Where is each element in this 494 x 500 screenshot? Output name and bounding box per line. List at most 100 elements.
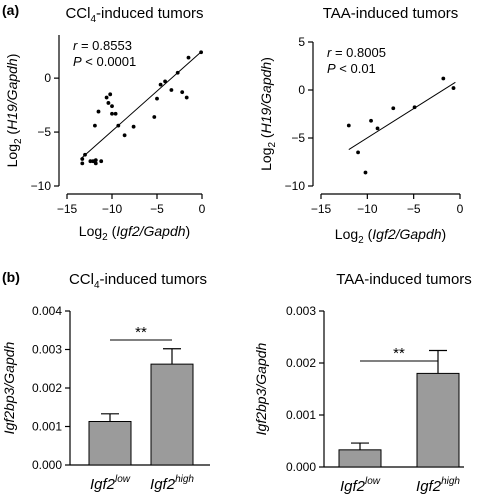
y-tick-label: 0 [44, 71, 51, 85]
x-tick-label: 0 [199, 202, 206, 216]
r-stat-label: r [327, 45, 332, 60]
data-point [93, 123, 97, 128]
data-point [158, 82, 163, 87]
bar [150, 363, 194, 466]
y-axis-label-open: ( [258, 133, 274, 142]
category-label-sup: low [365, 476, 381, 487]
chart-title-sub: 4 [94, 280, 100, 291]
scatter-taa-chart: TAA-induced tumors −15 −10 −5 0 −10 −5 0 5 r = 0.… [258, 5, 464, 246]
y-axis-label-italic: H19/Gapdh [258, 62, 274, 134]
data-point [104, 95, 109, 100]
data-point [155, 96, 159, 101]
data-point [113, 111, 118, 116]
category-label-sup: high [441, 476, 460, 487]
panel-label-a: (a) [2, 2, 19, 18]
chart-title-main: TAA-induced tumors [336, 271, 472, 288]
data-point [175, 70, 180, 75]
data-point [412, 105, 417, 110]
bar [338, 449, 382, 468]
y-axis-label: Log2 (H19/Gapdh) [4, 54, 24, 168]
y-tick-label: 0.000 [32, 458, 62, 472]
y-tick-label: 0.001 [32, 420, 62, 434]
p-stat: P < 0.0001 [73, 54, 136, 69]
y-tick-label: −10 [31, 179, 52, 193]
y-tick-label: 0 [298, 83, 305, 97]
y-axis-label-sub: 2 [267, 142, 278, 148]
category-label-base: Igf2 [416, 478, 442, 495]
data-point [96, 109, 101, 114]
y-tick-label: 0.002 [32, 381, 62, 395]
panel-label-b: (b) [2, 269, 20, 285]
y-tick-label: 0.003 [286, 304, 316, 318]
chart-title: TAA-induced tumors [323, 5, 459, 22]
data-point [99, 159, 104, 164]
x-tick-label: 0 [457, 202, 464, 216]
y-tick-label: −5 [37, 125, 51, 139]
x-axis-label-close: ) [442, 226, 447, 242]
y-axis-label-close: ) [4, 54, 20, 59]
bar [416, 372, 460, 468]
data-point [184, 95, 189, 100]
data-point [169, 88, 174, 92]
y-axis-label-pre: Log [4, 144, 20, 167]
chart-title-main: CCl [65, 5, 90, 22]
r-stat-value: = 0.8553 [77, 38, 132, 53]
x-axis-label-pre: Log [79, 223, 102, 239]
category-label-base: Igf2 [90, 476, 116, 493]
regression-line [80, 50, 203, 160]
data-point [116, 123, 121, 128]
chart-title-main: TAA-induced tumors [323, 5, 459, 22]
data-point [163, 79, 168, 84]
data-point [110, 104, 114, 109]
x-axis-label-open: ( [108, 223, 117, 239]
data-point [369, 118, 373, 123]
p-stat-label: P [73, 54, 82, 69]
y-axis-label-pre: Log [258, 148, 274, 171]
data-point [83, 152, 87, 157]
category-label-sup: high [175, 474, 194, 485]
r-stat-label: r [73, 38, 78, 53]
data-point [93, 158, 98, 163]
y-tick-label: 5 [298, 35, 305, 49]
y-axis-label: Igf2bp3/Gapdh [1, 341, 17, 434]
x-tick-label: −10 [357, 202, 378, 216]
p-stat-label: P [327, 61, 336, 76]
y-axis-label-open: ( [4, 130, 20, 139]
data-point [199, 50, 204, 55]
data-point [80, 157, 85, 161]
x-axis-label-italic: Igf2/Gapdh [372, 226, 441, 242]
p-stat-value: < 0.0001 [82, 54, 137, 69]
x-axis-label-sub: 2 [358, 235, 364, 246]
x-axis-label-close: ) [186, 223, 191, 239]
regression-line [348, 81, 456, 150]
data-point [375, 126, 380, 131]
significance-label: ** [135, 324, 147, 341]
x-axis-label-pre: Log [335, 226, 358, 242]
p-stat: P < 0.01 [327, 61, 376, 76]
x-axis-label-sub: 2 [102, 232, 108, 243]
data-point [152, 115, 157, 119]
data-point [451, 86, 456, 90]
y-axis-label-sub: 2 [13, 138, 24, 144]
y-tick-label: 0.002 [286, 356, 316, 370]
y-tick-label: 0.001 [286, 408, 316, 422]
data-point [356, 150, 360, 155]
data-point [346, 123, 351, 128]
x-tick-label: −5 [407, 202, 421, 216]
category-label-base: Igf2 [340, 478, 366, 495]
p-stat-value: < 0.01 [336, 61, 376, 76]
significance-label: ** [393, 345, 405, 362]
x-tick-label: −10 [102, 202, 123, 216]
chart-title: CCl4-induced tumors [69, 271, 207, 291]
x-axis-label-open: ( [364, 226, 373, 242]
y-tick-label: −10 [285, 179, 306, 193]
data-point [180, 90, 185, 95]
bar-ccl4-chart: CCl4-induced tumors 0.000 0.001 0.002 0.003 0… [1, 271, 210, 493]
data-point [93, 161, 98, 166]
x-axis-label: Log2 (Igf2/Gapdh) [335, 226, 446, 246]
category-label-sup: low [115, 474, 131, 485]
category-label-base: Igf2 [150, 476, 176, 493]
data-point [122, 133, 127, 138]
data-point [108, 92, 113, 97]
